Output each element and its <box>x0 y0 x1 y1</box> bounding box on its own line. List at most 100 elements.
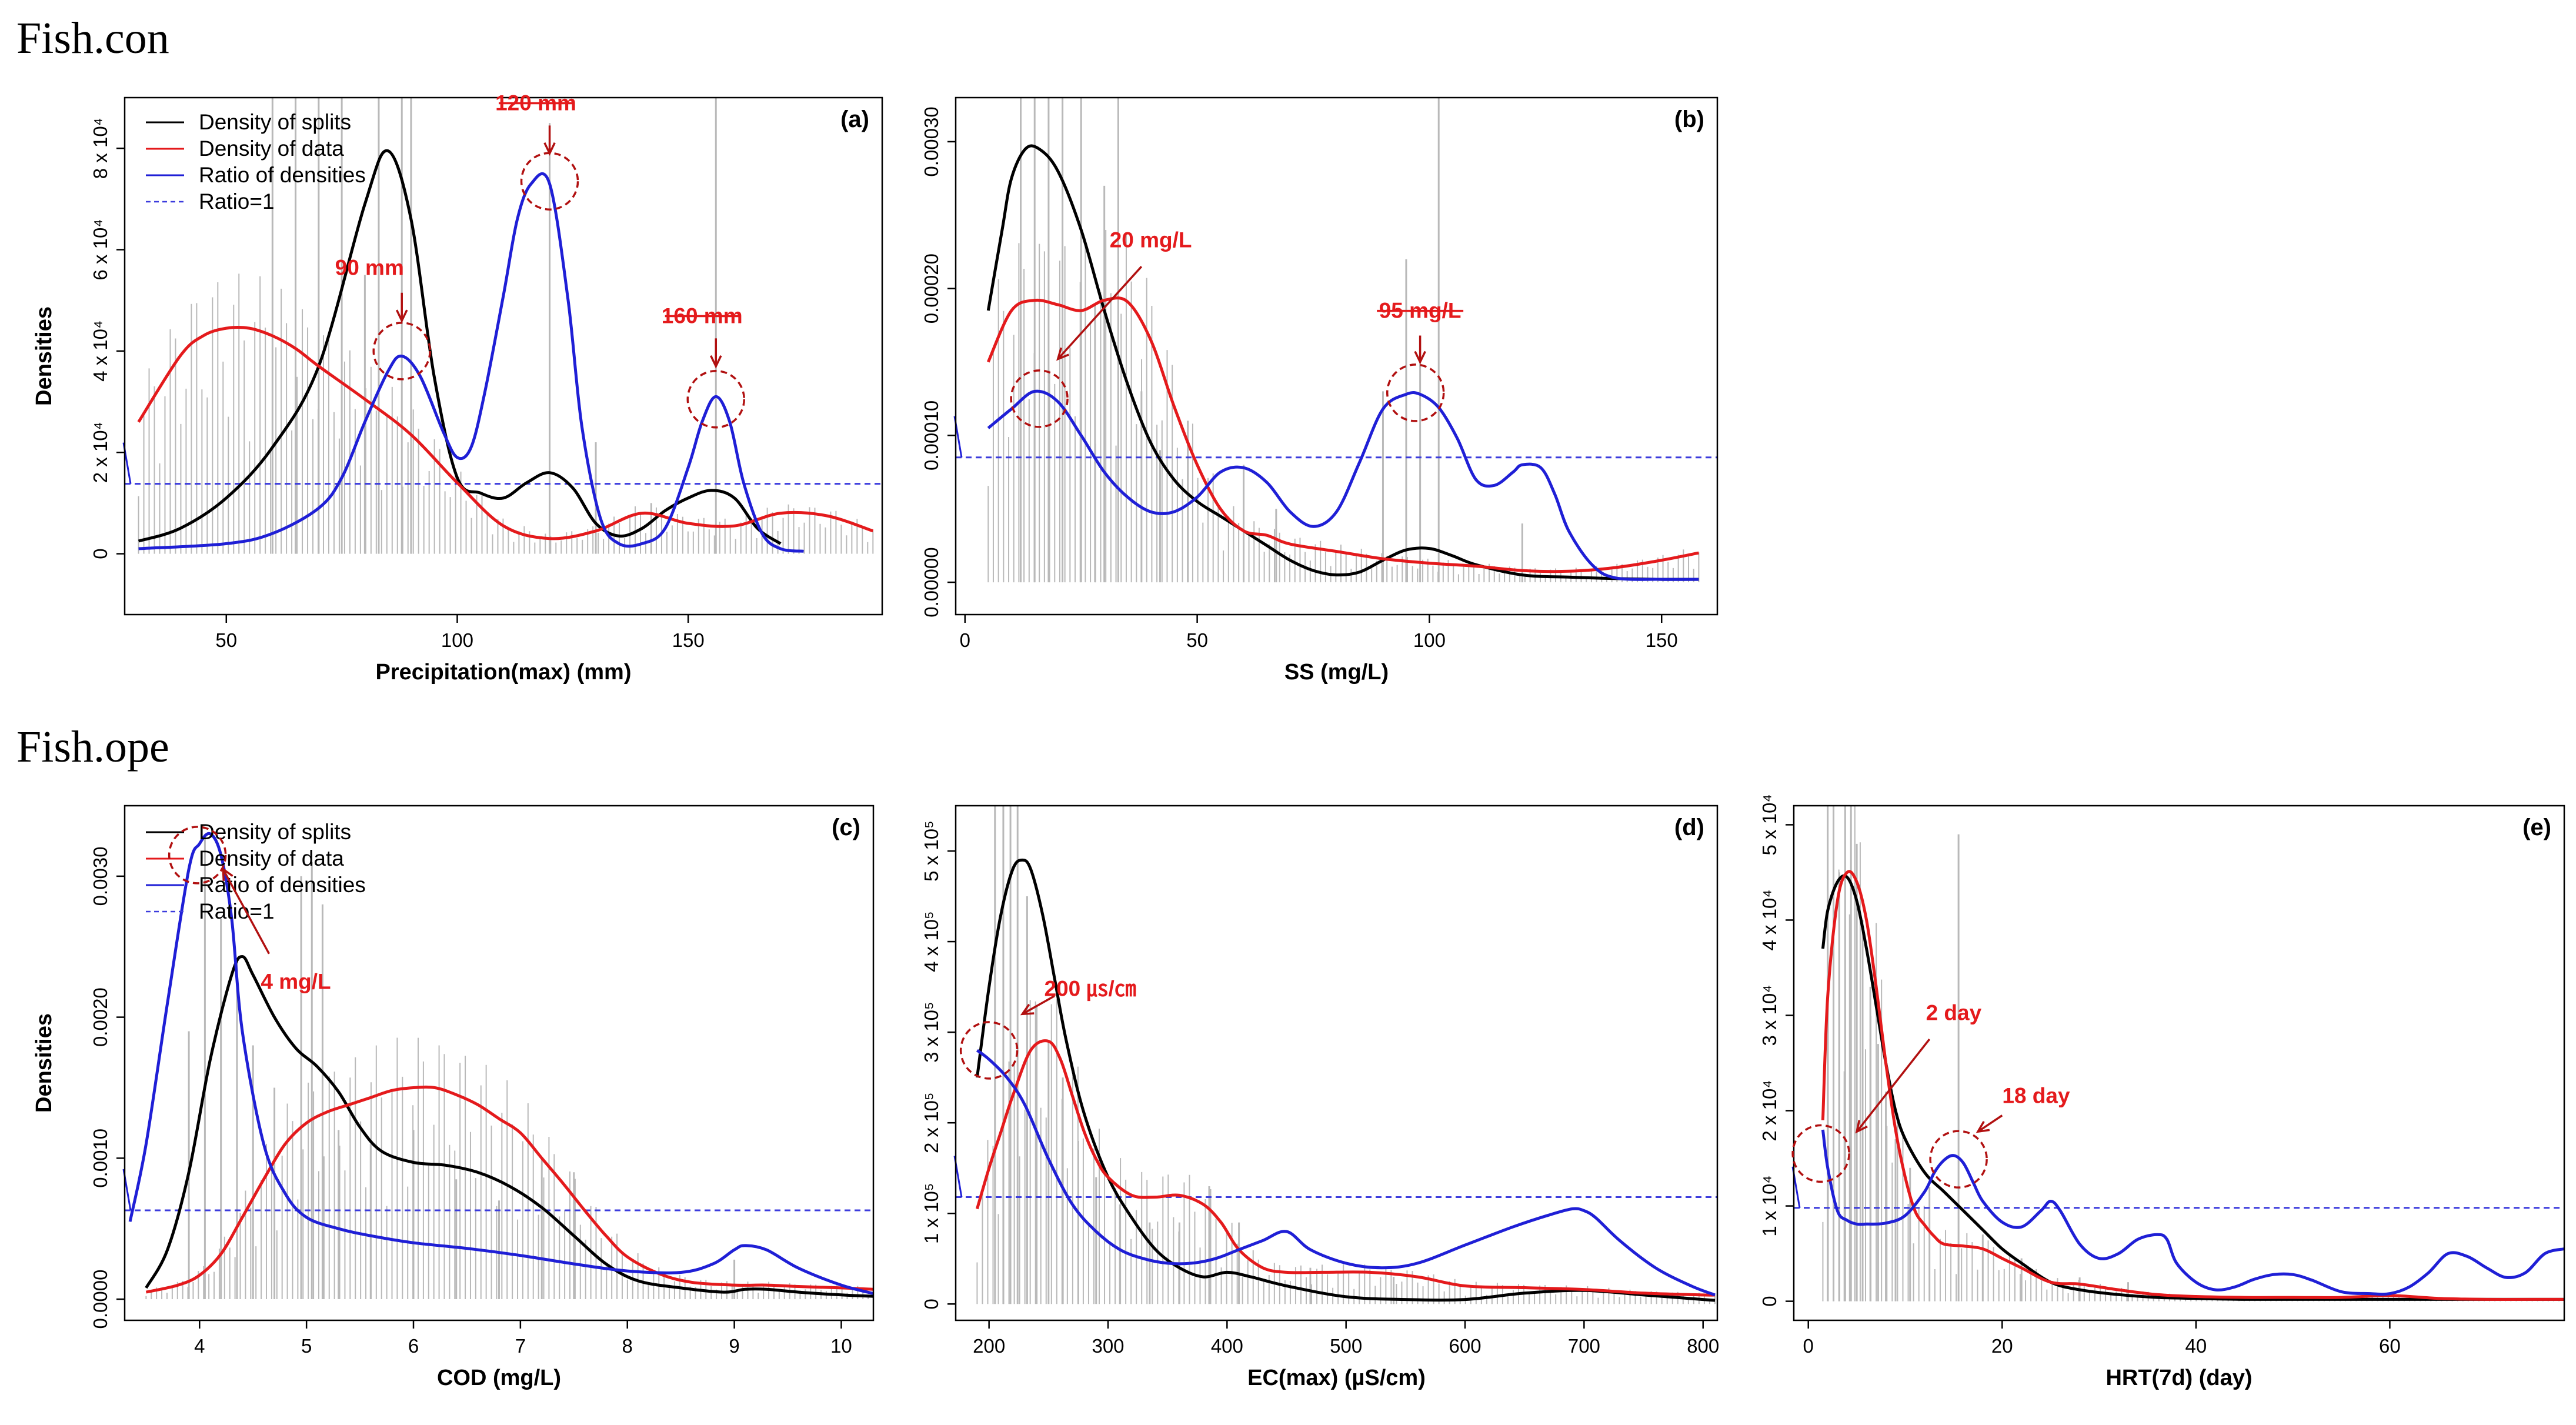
x-tick-label: 300 <box>1092 1335 1124 1357</box>
y-tick-label: 4 x 10⁴ <box>1759 889 1780 950</box>
x-tick-label: 5 <box>301 1335 312 1357</box>
y-tick-label: 0 <box>920 1299 942 1309</box>
annotation-arrow <box>1977 1114 2003 1133</box>
series-line-ratio <box>138 172 804 553</box>
x-tick-label: 100 <box>1413 629 1446 651</box>
y-tick-label: 2 x 10⁴ <box>1759 1080 1780 1141</box>
y-tick-label: 0.00030 <box>920 106 942 176</box>
annotation-circle <box>1010 369 1069 428</box>
chart-panel-d: 200 300 400 500 600 700 800 0 1 x 10⁵ 2 x 10⁵ 3 x … <box>920 805 1719 1390</box>
x-tick-label: 400 <box>1211 1335 1243 1357</box>
panel-letter: (d) <box>1674 815 1704 840</box>
y-tick-label: 0 <box>1759 1296 1780 1306</box>
x-tick-label: 50 <box>1186 629 1208 651</box>
legend-label-ratio: Ratio of densities <box>199 163 366 187</box>
y-tick-label: 4 x 10⁵ <box>920 911 942 972</box>
x-tick-label: 0 <box>960 629 970 651</box>
plot-area <box>956 98 1717 583</box>
plot-area <box>956 806 1717 1304</box>
x-tick-label: 150 <box>672 629 705 651</box>
panel-letter: (e) <box>2522 815 2551 840</box>
chart-panel-b: 0 50 100 150 0.00000 0.00010 0.00020 0.00030 SS … <box>920 96 1719 685</box>
annotation-label: 20 mg/L <box>1110 228 1192 252</box>
annotation-arrowhead <box>1855 1120 1868 1134</box>
annotation-arrowhead <box>1414 351 1426 365</box>
annotation-arrowhead <box>1056 347 1069 361</box>
legend-label-ratio1: Ratio=1 <box>199 899 275 923</box>
section-title-fish-con: Fish.con <box>16 14 169 63</box>
y-axis-title: Densities <box>32 1013 56 1113</box>
annotation-circle <box>686 370 746 429</box>
annotation-circle <box>1386 363 1445 422</box>
annotation-label: 90 mm <box>335 256 404 280</box>
plot-frame <box>124 805 875 1321</box>
x-tick-label: 700 <box>1568 1335 1600 1357</box>
x-tick-label: 50 <box>215 629 237 651</box>
x-axis-title: HRT(7d) (day) <box>2105 1366 2252 1390</box>
series-line-splits <box>975 858 1716 1302</box>
plot-area <box>1794 806 2564 1301</box>
legend-label-data: Density of data <box>199 846 344 870</box>
y-tick-label: 5 x 10⁴ <box>1759 794 1780 855</box>
legend-label-ratio1: Ratio=1 <box>199 189 275 213</box>
legend-label-splits: Density of splits <box>199 110 351 134</box>
y-tick-label: 3 x 10⁵ <box>920 1002 942 1063</box>
annotation-circle <box>168 826 227 885</box>
panel-letter: (a) <box>840 106 869 132</box>
annotation-circle <box>1791 1124 1850 1183</box>
y-tick-label: 2 x 10⁴ <box>89 422 111 483</box>
annotation-arrowhead <box>543 142 556 156</box>
x-tick-label: 7 <box>515 1335 526 1357</box>
series-line-data <box>1821 870 2564 1301</box>
y-tick-label: 3 x 10⁴ <box>1759 985 1780 1046</box>
series-line-ratio <box>128 832 873 1295</box>
series-line-data <box>987 296 1699 573</box>
x-tick-label: 600 <box>1449 1335 1481 1357</box>
series-line-ratio <box>987 389 1699 581</box>
series-line-ratio <box>976 1049 1716 1297</box>
y-tick-label: 0.00010 <box>920 401 942 470</box>
y-axis-title: Densities <box>32 306 56 406</box>
annotation-label: 4 mg/L <box>261 970 331 994</box>
plot-frame <box>955 96 1719 616</box>
x-tick-label: 10 <box>830 1335 852 1357</box>
x-tick-label: 500 <box>1330 1335 1362 1357</box>
y-tick-label: 0.0000 <box>89 1270 111 1329</box>
annotation-arrow <box>222 869 271 955</box>
annotation-arrowhead <box>1976 1121 1990 1133</box>
x-tick-label: 8 <box>622 1335 633 1357</box>
panel-letter: (c) <box>832 815 860 840</box>
x-axis-title: COD (mg/L) <box>437 1366 561 1390</box>
annotation-circle <box>1929 1130 1988 1189</box>
annotation-arrowhead <box>1020 1003 1035 1016</box>
section-title-fish-ope: Fish.ope <box>16 722 169 772</box>
chart-panel-c: 4 5 6 7 8 9 10 0.0000 0.0010 0.0020 0.0030 COD (mg/… <box>32 805 875 1390</box>
series-line-ratio <box>1821 1129 2564 1296</box>
x-axis-title: EC(max) (µS/cm) <box>1247 1366 1426 1390</box>
x-tick-label: 20 <box>1991 1335 2013 1357</box>
x-tick-label: 40 <box>2185 1335 2207 1357</box>
series-line-data <box>976 1039 1716 1297</box>
y-tick-label: 6 x 10⁴ <box>89 219 111 280</box>
x-tick-label: 800 <box>1687 1335 1719 1357</box>
y-tick-label: 1 x 10⁴ <box>1759 1176 1780 1237</box>
y-tick-label: 1 x 10⁵ <box>920 1183 942 1244</box>
y-tick-label: 0.0030 <box>89 846 111 906</box>
series-line-data <box>145 1085 873 1294</box>
annotation-arrow <box>1022 995 1055 1015</box>
legend-label-data: Density of data <box>199 136 344 161</box>
x-tick-label: 150 <box>1646 629 1678 651</box>
plot-frame <box>955 805 1719 1321</box>
annotation-label: 200 ㎲/㎝ <box>1045 977 1136 1002</box>
plot-area <box>125 832 873 1300</box>
y-tick-label: 8 x 10⁴ <box>89 118 111 179</box>
x-tick-label: 9 <box>729 1335 739 1357</box>
x-tick-label: 0 <box>1803 1335 1814 1357</box>
y-tick-label: 5 x 10⁵ <box>920 820 942 882</box>
y-tick-label: 2 x 10⁵ <box>920 1092 942 1153</box>
plot-frame <box>1793 805 2565 1321</box>
